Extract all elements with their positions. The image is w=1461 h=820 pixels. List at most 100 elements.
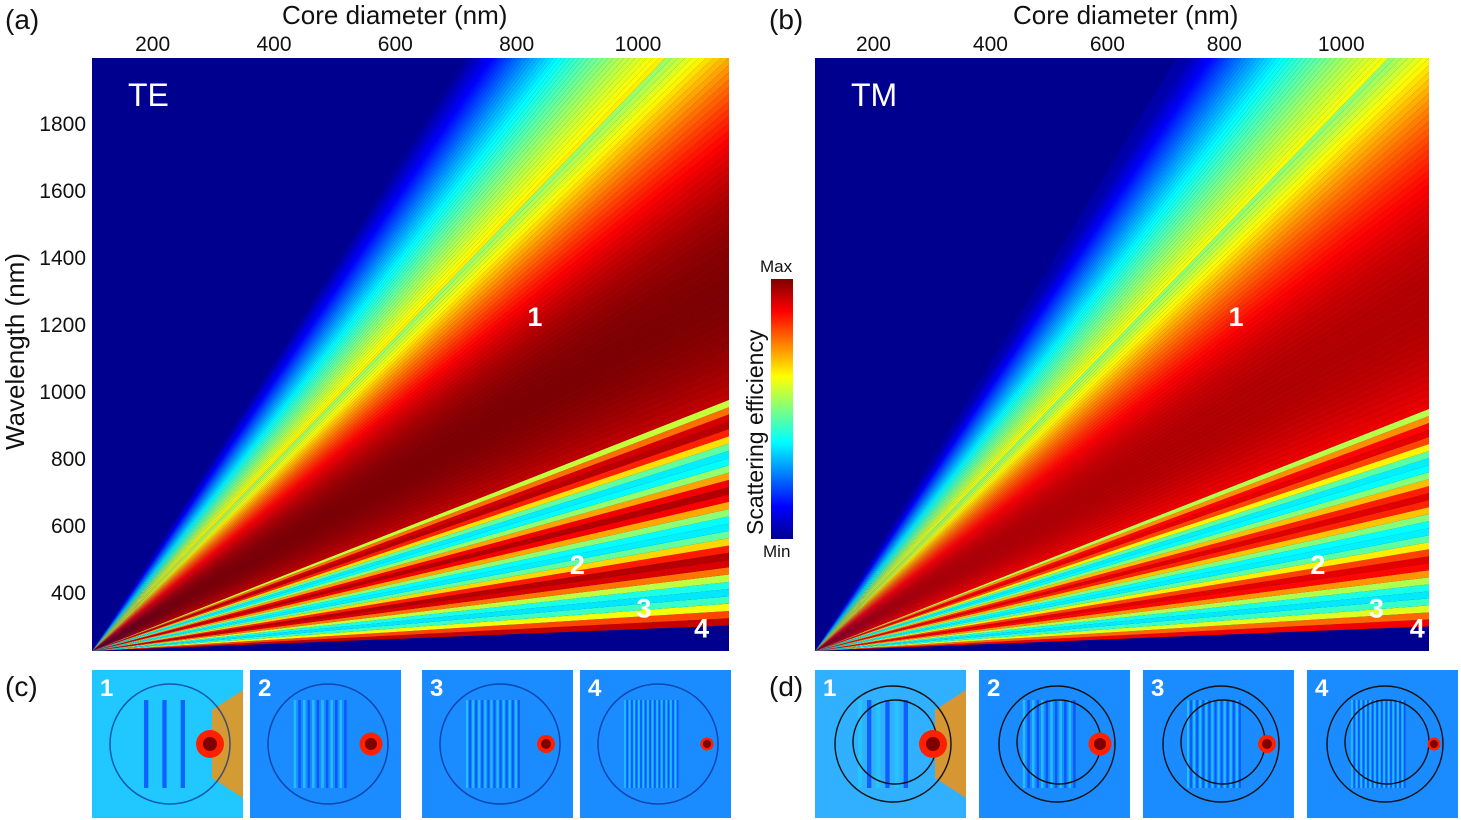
x-tick-label: 400 (972, 33, 1008, 56)
heatmap-band (92, 58, 642, 651)
heatmap-band (815, 114, 1429, 651)
x-axis-title-b: Core diameter (nm) (1013, 0, 1239, 30)
order-label-2: 2 (1310, 550, 1325, 580)
heatmap-band (92, 516, 729, 651)
heatmap-band (92, 58, 457, 651)
heatmap-band (92, 501, 729, 651)
heatmap-band (92, 58, 496, 651)
order-label-3: 3 (637, 593, 652, 623)
heatmap-band (92, 58, 550, 651)
heatmap-band (92, 509, 729, 651)
heatmap-band (815, 58, 1185, 651)
heatmap-band (92, 58, 473, 651)
heatmap-band (92, 465, 729, 651)
heatmap-band (92, 58, 575, 651)
field-map-te-1: 1 (92, 670, 243, 818)
heatmap-band (92, 58, 599, 651)
heatmap-band (815, 542, 1429, 651)
order-label-1: 1 (1229, 302, 1244, 332)
heatmap-band (815, 373, 1429, 651)
field-map-label: 2 (258, 675, 271, 702)
heatmap-band (815, 58, 1415, 651)
heatmap-band (92, 596, 729, 651)
heatmap-band (815, 451, 1429, 651)
heatmap-band (92, 58, 459, 651)
heatmap-band (92, 58, 721, 651)
heatmap-band (92, 137, 729, 651)
x-axis-title-a: Core diameter (nm) (282, 0, 508, 30)
heatmap-band (92, 58, 490, 651)
colorbar-max-label: Max (760, 257, 793, 276)
heatmap-band (815, 58, 1422, 651)
order-label-4: 4 (694, 614, 709, 644)
heatmap-band (92, 58, 672, 651)
heatmap-band (815, 121, 1429, 651)
heatmap-band (92, 58, 493, 651)
heatmap-band (92, 581, 729, 651)
heatmap-band (92, 58, 729, 651)
y-tick-label: 400 (50, 582, 86, 606)
x-tick-label: 800 (499, 33, 535, 56)
heatmap-band (92, 58, 554, 651)
heatmap-band (815, 58, 1257, 651)
panel-c-letter: (c) (5, 671, 38, 702)
heatmap-band (92, 58, 699, 651)
heatmap-band (92, 341, 729, 651)
mode-label-tm: TM (851, 77, 897, 113)
heatmap-band (92, 58, 462, 651)
heatmap-band (815, 58, 1261, 651)
heatmap-band (92, 58, 630, 651)
colorbar-min-label: Min (763, 542, 791, 561)
field-map-te-3: 3 (422, 670, 573, 818)
field-map-tm-2: 2 (979, 670, 1130, 818)
y-tick-label: 600 (50, 515, 86, 539)
heatmap-band (92, 610, 729, 651)
heatmap-band (815, 58, 1365, 651)
y-tick-label: 1600 (39, 180, 86, 203)
panel-b-letter: (b) (769, 4, 804, 35)
heatmap-band (815, 58, 1395, 651)
heatmap-band (815, 58, 1303, 651)
field-map-label: 4 (1315, 675, 1329, 702)
heatmap-band (92, 58, 499, 651)
colorbar-title: Scattering efficiency (742, 329, 768, 535)
field-map-te-4: 4 (580, 670, 731, 818)
order-label-2: 2 (570, 550, 585, 580)
heatmap-band (815, 612, 1429, 651)
heatmap-band (92, 58, 636, 651)
heatmap-band (92, 58, 660, 651)
heatmap-band (92, 58, 580, 651)
heatmap-band (815, 184, 1429, 651)
heatmap-band (815, 535, 1429, 651)
field-map-label: 4 (588, 675, 602, 702)
heatmap-band (92, 58, 530, 651)
x-tick-label: 400 (256, 33, 292, 56)
heatmap-band (815, 254, 1429, 651)
heatmap-band (815, 380, 1429, 651)
heatmap-band (92, 268, 729, 651)
field-map-te-2: 2 (250, 670, 401, 818)
field-map-tm-1: 1 (815, 670, 966, 818)
field-map-label: 3 (1151, 675, 1164, 702)
heatmap-te: TE 1 2 3 4 (92, 58, 729, 651)
heatmap-band (92, 58, 584, 651)
heatmap-band (92, 58, 707, 651)
heatmap-band (815, 58, 1253, 651)
x-tick-label: 600 (377, 33, 413, 56)
heatmap-band (815, 443, 1429, 651)
heatmap-band (815, 58, 1429, 651)
panel-d-letter: (d) (769, 671, 804, 702)
heatmap-band (92, 58, 625, 651)
heatmap-band (92, 603, 729, 651)
order-label-4: 4 (1410, 614, 1425, 644)
heatmap-band (92, 58, 534, 651)
heatmap-band (815, 100, 1429, 651)
heatmap-band (815, 268, 1429, 651)
x-tick-label: 800 (1206, 33, 1242, 56)
y-tick-label: 800 (50, 448, 86, 472)
field-map-label: 2 (987, 675, 1000, 702)
mode-label-te: TE (128, 77, 169, 113)
heatmap-band (815, 58, 1243, 651)
heatmap-band (815, 352, 1429, 651)
heatmap-band (92, 58, 589, 651)
